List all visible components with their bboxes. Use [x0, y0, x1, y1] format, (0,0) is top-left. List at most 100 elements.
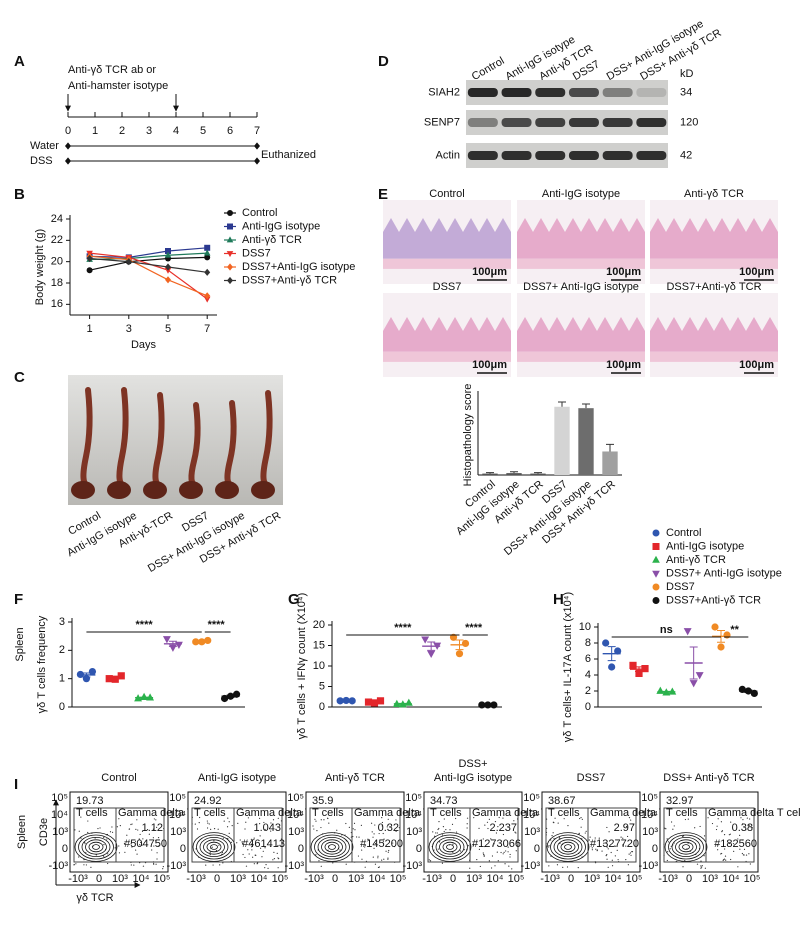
legend-marker: [652, 529, 660, 537]
event-dot: [509, 853, 511, 856]
event-dot: [436, 832, 438, 834]
event-dot: [482, 852, 484, 854]
event-dot: [476, 858, 478, 861]
point: [608, 663, 616, 671]
contour: [557, 839, 579, 855]
event-dot: [106, 838, 108, 840]
event-dot: [348, 826, 350, 828]
series-line: [89, 257, 208, 273]
event-dot: [622, 844, 624, 846]
point: [88, 667, 97, 676]
event-dot: [156, 852, 158, 854]
event-dot: [210, 828, 212, 830]
event-dot: [211, 846, 213, 848]
y-tick-label: 10: [313, 660, 325, 672]
event-dot: [672, 828, 674, 830]
event-dot: [231, 825, 233, 827]
t-cell-percent: 24.92: [194, 795, 222, 807]
y-tick-label: 10⁴: [641, 809, 658, 821]
panel-label: G: [288, 591, 300, 608]
point: [203, 296, 211, 303]
event-dot: [264, 867, 266, 869]
event-dot: [479, 865, 481, 868]
contour: [553, 837, 583, 858]
event-dot: [614, 855, 616, 857]
gamma-delta-percent: 2.237: [489, 822, 517, 834]
event-dot: [745, 829, 747, 831]
row-end: [65, 157, 71, 165]
event-dot: [721, 830, 724, 832]
event-dot: [206, 827, 209, 829]
event-dot: [628, 853, 630, 855]
event-dot: [630, 819, 632, 821]
event-dot: [557, 822, 559, 824]
x-tick-label: 7: [204, 323, 210, 335]
bar: [506, 473, 522, 475]
legend-label: Control: [242, 207, 277, 219]
event-dot: [515, 850, 517, 852]
plot-frame: [423, 791, 523, 873]
event-dot: [259, 823, 261, 825]
event-dot: [162, 868, 164, 870]
event-dot: [715, 828, 718, 831]
contour: [74, 832, 118, 862]
event-dot: [364, 846, 366, 848]
event-dot: [326, 817, 329, 819]
event-dot: [221, 851, 224, 854]
event-dot: [261, 856, 263, 858]
event-dot: [553, 837, 555, 840]
x-tick-label: -10³: [422, 873, 442, 885]
event-dot: [606, 846, 608, 848]
gate-label: T cells: [76, 807, 108, 819]
legend-marker: [227, 263, 233, 271]
contour: [85, 839, 107, 855]
legend-label: DSS7+Anti-γδ TCR: [666, 594, 761, 606]
event-dot: [352, 835, 354, 838]
blot-strip: [466, 143, 668, 168]
y-tick-label: 0: [180, 843, 186, 855]
event-dot: [484, 824, 486, 826]
event-dot: [83, 864, 85, 866]
event-dot: [253, 863, 255, 865]
event-dot: [332, 862, 334, 864]
x-tick-label: 0: [568, 873, 574, 885]
gamma-delta-percent: 2.97: [614, 822, 635, 834]
y-tick-label: 6: [585, 653, 591, 665]
contour: [310, 832, 354, 862]
event-dot: [209, 853, 211, 856]
x-tick-label: 10⁴: [369, 873, 386, 885]
band-kd: 34: [680, 86, 692, 98]
y-tick-label: 18: [51, 277, 63, 289]
x-tick-label: 10³: [348, 873, 364, 885]
row-label: Water: [30, 140, 59, 152]
event-dot: [99, 827, 101, 829]
event-dot: [490, 838, 492, 840]
event-dot: [111, 831, 114, 833]
blot-band: [602, 151, 633, 160]
point: [164, 251, 172, 258]
event-dot: [118, 852, 121, 854]
error-bar: [370, 700, 379, 704]
band-kd: 42: [680, 149, 692, 161]
event-dot: [551, 835, 553, 837]
blot-band: [467, 88, 498, 97]
event-dot: [513, 820, 515, 822]
blot-band: [568, 88, 599, 97]
event-dot: [199, 816, 201, 819]
image-label: DSS7: [433, 281, 462, 293]
event-dot: [223, 820, 225, 822]
legend-label: DSS7: [666, 581, 695, 593]
event-dot: [491, 855, 494, 857]
y-tick-label: 10³: [406, 826, 422, 838]
day-label: 3: [146, 125, 152, 137]
event-dot: [581, 818, 583, 820]
event-dot: [320, 865, 322, 867]
event-dot: [591, 847, 593, 849]
event-dot: [611, 865, 614, 867]
event-dot: [717, 849, 719, 851]
event-dot: [383, 838, 385, 840]
event-dot: [720, 821, 722, 823]
point: [140, 692, 149, 700]
cecum: [179, 481, 203, 499]
x-tick-label: 10³: [230, 873, 246, 885]
